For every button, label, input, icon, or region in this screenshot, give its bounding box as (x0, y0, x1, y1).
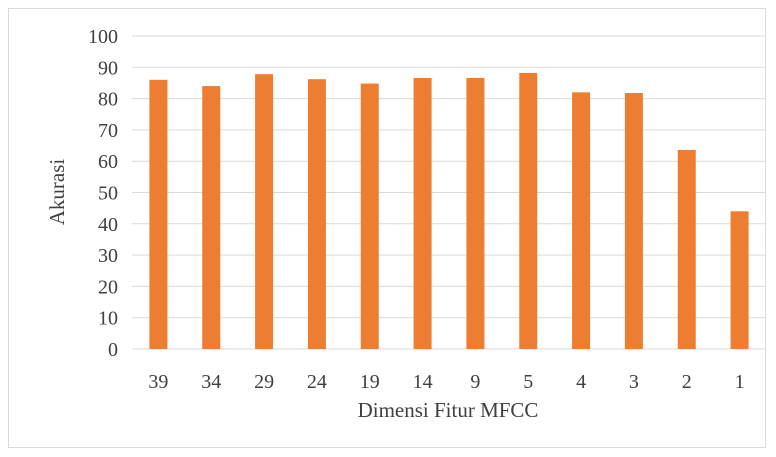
y-axis-label: Akurasi (45, 159, 69, 226)
y-axis-ticks: 0 10 20 30 40 50 60 70 80 90 100 (88, 26, 118, 361)
y-tick-label: 50 (98, 183, 118, 205)
x-tick-label: 4 (576, 371, 586, 393)
x-axis-label: Dimensi Fitur MFCC (358, 398, 539, 422)
y-tick-label: 0 (108, 339, 118, 361)
bar-5 (519, 72, 538, 350)
y-tick-label: 70 (98, 120, 118, 142)
bar-4 (572, 92, 591, 349)
x-tick-label: 14 (413, 371, 433, 393)
bar-1 (730, 211, 749, 349)
x-tick-label: 19 (360, 371, 380, 393)
x-tick-label: 39 (148, 371, 168, 393)
bars (149, 72, 749, 350)
bar-24 (307, 79, 326, 349)
bar-39 (149, 79, 168, 349)
y-tick-label: 80 (98, 89, 118, 111)
x-axis-ticks: 39 34 29 24 19 14 9 5 4 3 2 1 (148, 371, 744, 393)
y-tick-label: 20 (98, 276, 118, 298)
bar-19 (360, 83, 379, 350)
x-tick-label: 34 (201, 371, 221, 393)
x-tick-label: 5 (523, 371, 533, 393)
y-tick-label: 60 (98, 151, 118, 173)
y-tick-label: 40 (98, 214, 118, 236)
bar-29 (255, 74, 274, 349)
x-tick-label: 9 (470, 371, 480, 393)
bar-14 (413, 77, 432, 349)
y-tick-label: 90 (98, 57, 118, 79)
x-tick-label: 24 (307, 371, 327, 393)
bar-3 (624, 92, 643, 349)
y-tick-label: 30 (98, 245, 118, 267)
x-tick-label: 2 (682, 371, 692, 393)
y-tick-label: 10 (98, 308, 118, 330)
y-tick-label: 100 (88, 26, 118, 48)
bar-9 (466, 77, 485, 349)
x-tick-label: 29 (254, 371, 274, 393)
gridlines (132, 35, 766, 350)
bar-2 (677, 149, 696, 349)
x-tick-label: 1 (735, 371, 745, 393)
bar-34 (202, 86, 221, 349)
x-tick-label: 3 (629, 371, 639, 393)
